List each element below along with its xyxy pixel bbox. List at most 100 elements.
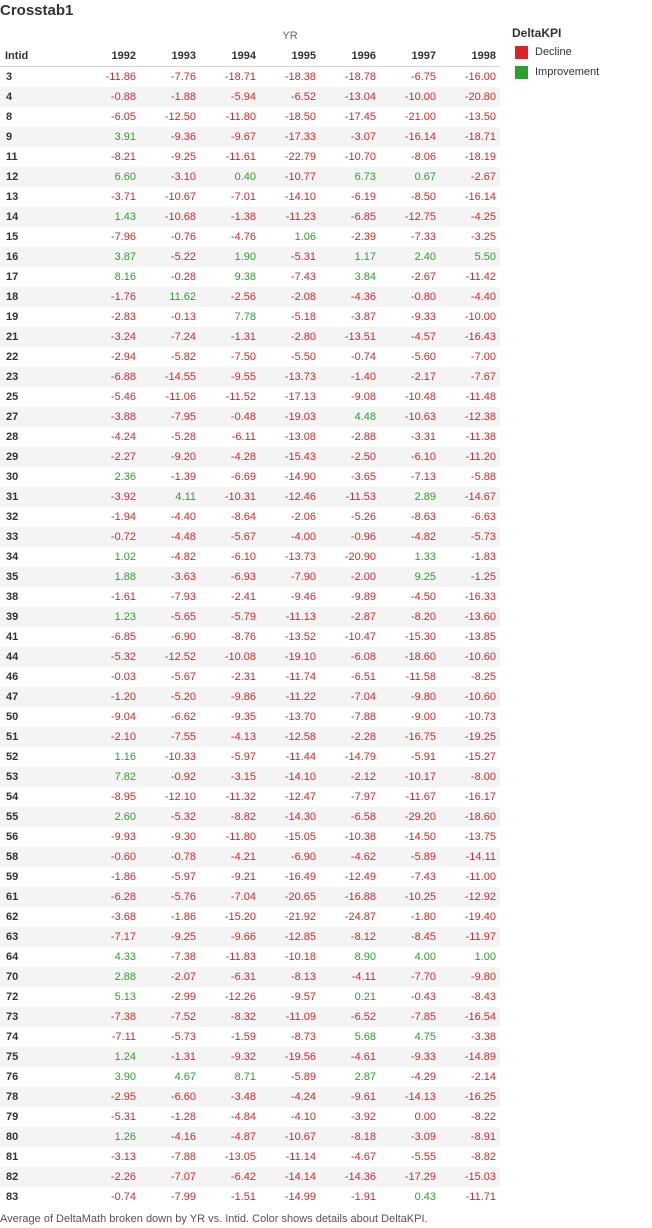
table-cell[interactable]: -1.25	[440, 567, 500, 587]
table-cell[interactable]: -3.63	[140, 567, 200, 587]
table-cell[interactable]: -4.82	[170, 551, 196, 563]
table-cell[interactable]: -11.97	[440, 927, 500, 947]
table-cell[interactable]: -5.91	[410, 751, 436, 763]
table-cell[interactable]: -8.76	[230, 631, 256, 643]
row-label[interactable]: 78	[0, 1087, 80, 1107]
table-cell[interactable]: -6.52	[260, 87, 320, 107]
table-cell[interactable]: 3.84	[354, 271, 376, 283]
table-cell[interactable]: -18.60	[380, 647, 440, 667]
table-cell[interactable]: 1.02	[114, 551, 136, 563]
table-cell[interactable]: -18.19	[464, 151, 496, 163]
table-cell[interactable]: -2.67	[410, 271, 436, 283]
table-cell[interactable]: 4.75	[414, 1031, 436, 1043]
table-cell[interactable]: -11.20	[440, 447, 500, 467]
row-label[interactable]: 61	[0, 887, 80, 907]
table-cell[interactable]: -5.31	[260, 247, 320, 267]
table-cell[interactable]: -3.92	[350, 1111, 376, 1123]
table-cell[interactable]: -8.20	[380, 607, 440, 627]
row-label[interactable]: 25	[6, 391, 19, 403]
row-label[interactable]: 38	[6, 591, 19, 603]
table-cell[interactable]: -6.42	[200, 1167, 260, 1187]
table-cell[interactable]: -15.03	[440, 1167, 500, 1187]
table-cell[interactable]: -9.93	[110, 831, 136, 843]
table-cell[interactable]: -1.31	[140, 1047, 200, 1067]
table-cell[interactable]: -4.13	[200, 727, 260, 747]
table-cell[interactable]: -0.72	[80, 527, 140, 547]
table-cell[interactable]: -17.29	[380, 1167, 440, 1187]
table-cell[interactable]: -9.55	[200, 367, 260, 387]
row-label[interactable]: 17	[6, 271, 19, 283]
table-cell[interactable]: -2.95	[80, 1087, 140, 1107]
table-cell[interactable]: -16.88	[320, 887, 380, 907]
table-cell[interactable]: -14.11	[440, 847, 500, 867]
table-cell[interactable]: -6.75	[410, 71, 436, 83]
table-cell[interactable]: -3.87	[350, 311, 376, 323]
row-label[interactable]: 56	[6, 831, 19, 843]
table-cell[interactable]: -7.96	[110, 231, 136, 243]
table-cell[interactable]: 1.16	[114, 751, 136, 763]
table-cell[interactable]: 5.50	[440, 247, 500, 267]
table-cell[interactable]: -5.65	[140, 607, 200, 627]
row-label[interactable]: 75	[0, 1047, 80, 1067]
row-label[interactable]: 72	[6, 991, 19, 1003]
table-cell[interactable]: -24.87	[344, 911, 376, 923]
table-cell[interactable]: -1.80	[410, 911, 436, 923]
table-cell[interactable]: -14.79	[344, 751, 376, 763]
table-cell[interactable]: -2.10	[80, 727, 140, 747]
table-cell[interactable]: -2.26	[80, 1167, 140, 1187]
table-cell[interactable]: -14.10	[284, 191, 316, 203]
table-cell[interactable]: -4.29	[410, 1071, 436, 1083]
table-cell[interactable]: 1.06	[294, 231, 316, 243]
table-cell[interactable]: -4.24	[260, 1087, 320, 1107]
table-cell[interactable]: -4.16	[140, 1127, 200, 1147]
table-cell[interactable]: -6.85	[320, 207, 380, 227]
table-cell[interactable]: -2.56	[200, 287, 260, 307]
table-cell[interactable]: -3.92	[80, 487, 140, 507]
table-cell[interactable]: -9.89	[350, 591, 376, 603]
table-cell[interactable]: -4.21	[200, 847, 260, 867]
table-cell[interactable]: -2.00	[320, 567, 380, 587]
row-label[interactable]: 3	[6, 71, 13, 83]
table-cell[interactable]: -5.97	[170, 871, 196, 883]
table-cell[interactable]: -4.10	[290, 1111, 316, 1123]
table-cell[interactable]: -4.57	[380, 327, 440, 347]
table-cell[interactable]: -5.32	[140, 807, 200, 827]
column-header-1997[interactable]: 1997	[380, 46, 440, 67]
table-cell[interactable]: -8.18	[320, 1127, 380, 1147]
table-cell[interactable]: -16.25	[440, 1087, 500, 1107]
table-cell[interactable]: -9.00	[410, 711, 436, 723]
table-cell[interactable]: -8.95	[110, 791, 136, 803]
table-cell[interactable]: -5.76	[140, 887, 200, 907]
table-cell[interactable]: -8.12	[320, 927, 380, 947]
table-cell[interactable]: 4.11	[140, 487, 200, 507]
table-cell[interactable]: -7.38	[170, 951, 196, 963]
table-cell[interactable]: -1.39	[170, 471, 196, 483]
row-label[interactable]: 8	[6, 111, 13, 123]
table-cell[interactable]: -13.08	[284, 431, 316, 443]
table-cell[interactable]: 1.26	[80, 1127, 140, 1147]
table-cell[interactable]: -2.99	[170, 991, 196, 1003]
table-cell[interactable]: -29.20	[380, 807, 440, 827]
table-cell[interactable]: -10.00	[464, 311, 496, 323]
table-cell[interactable]: -2.41	[230, 591, 256, 603]
row-label[interactable]: 28	[6, 431, 19, 443]
table-cell[interactable]: -16.43	[440, 327, 500, 347]
row-label[interactable]: 79	[6, 1111, 19, 1123]
table-cell[interactable]: 0.40	[200, 167, 260, 187]
table-cell[interactable]: -4.28	[200, 447, 260, 467]
table-cell[interactable]: -1.88	[140, 87, 200, 107]
row-label[interactable]: 82	[0, 1167, 80, 1187]
table-cell[interactable]: -0.76	[170, 231, 196, 243]
table-cell[interactable]: 9.25	[380, 567, 440, 587]
table-cell[interactable]: -11.32	[225, 791, 256, 803]
table-cell[interactable]: -0.78	[140, 847, 200, 867]
table-cell[interactable]: -14.67	[440, 487, 500, 507]
table-cell[interactable]: -7.52	[140, 1007, 200, 1027]
row-label[interactable]: 53	[0, 767, 80, 787]
table-cell[interactable]: -10.25	[380, 887, 440, 907]
table-cell[interactable]: 7.78	[234, 311, 256, 323]
table-cell[interactable]: 6.60	[80, 167, 140, 187]
table-cell[interactable]: -13.50	[464, 111, 496, 123]
table-cell[interactable]: -6.05	[110, 111, 136, 123]
table-cell[interactable]: -8.50	[410, 191, 436, 203]
